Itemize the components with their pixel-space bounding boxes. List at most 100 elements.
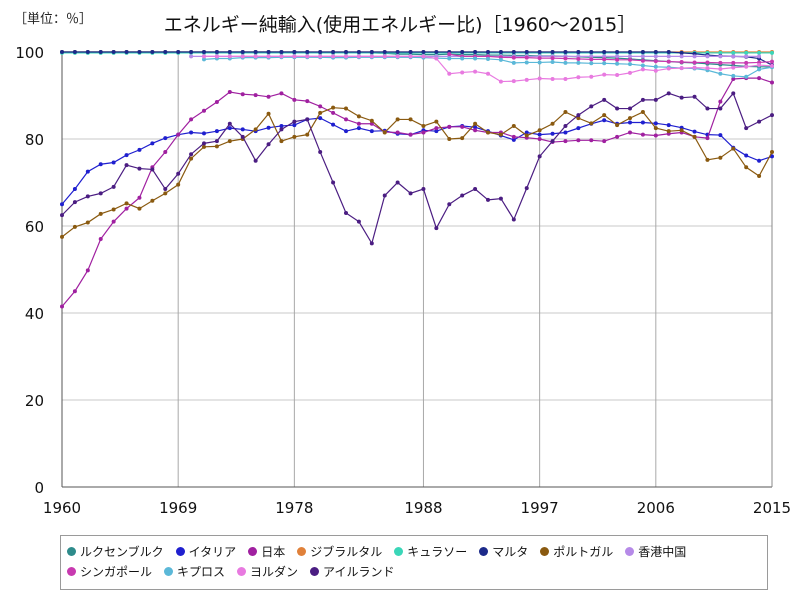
data-point [615,73,620,78]
data-point [757,67,762,72]
data-point [640,97,645,102]
data-point [176,171,181,176]
data-point [460,136,465,141]
data-point [214,100,219,105]
data-point [460,56,465,61]
data-point [602,50,607,54]
data-point [176,50,181,54]
data-point [189,156,194,161]
data-point [356,219,361,224]
data-point [692,65,697,70]
data-point [85,169,90,174]
data-point [589,50,594,54]
data-point [666,54,671,59]
legend-item: キュラソー [394,541,467,561]
data-point [240,92,245,97]
legend-label: マルタ [492,544,529,559]
data-point [692,129,697,134]
data-point [653,97,658,102]
data-point [524,130,529,135]
data-point [589,74,594,79]
data-point [408,132,413,137]
data-point [628,130,632,135]
data-point [757,63,762,68]
data-point [524,133,529,138]
data-point [202,50,206,54]
data-point [653,59,658,64]
data-point [344,106,348,111]
data-point [628,120,632,125]
data-point [731,65,736,70]
legend-swatch [175,546,185,556]
data-point [137,50,142,54]
data-point [227,121,232,126]
data-point [653,50,658,54]
data-point [640,120,645,125]
data-point [731,50,736,55]
data-point [692,60,697,65]
data-point [163,150,168,155]
data-point [718,60,723,65]
data-point [227,139,232,144]
legend-label: ヨルダン [250,564,299,579]
data-point [460,193,465,198]
data-point [214,144,219,149]
data-point [576,126,581,131]
data-point [124,153,129,158]
data-point [731,60,736,65]
data-point [318,50,323,54]
data-point [628,106,632,111]
data-point [98,237,103,242]
data-point [666,129,671,134]
data-point [744,165,749,170]
data-point [602,97,607,102]
data-point [511,60,516,65]
data-point [214,54,219,59]
data-point [486,56,490,61]
data-point [666,50,671,54]
data-point [705,54,710,59]
data-point [705,60,710,65]
data-point [253,127,258,132]
data-point [253,54,258,59]
data-point [111,207,116,212]
data-point [421,123,426,128]
data-point [718,54,723,59]
data-point [550,131,555,136]
legend-swatch [164,566,174,576]
data-point [486,130,490,135]
data-point [447,71,452,76]
data-point [253,50,258,54]
legend-item: イタリア [175,541,236,561]
data-point [757,158,762,163]
data-point [85,50,90,54]
data-point [770,63,774,68]
data-point [770,154,774,159]
data-point [318,116,323,121]
data-point [640,54,645,59]
data-point [770,50,774,55]
data-point [640,110,645,115]
data-point [511,55,516,60]
data-point [356,114,361,119]
data-point [718,99,723,104]
data-point [356,50,361,54]
data-point [537,56,542,61]
data-point [421,130,426,135]
data-point [718,106,723,111]
series-10 [202,54,774,84]
data-point [666,123,671,128]
data-point [227,126,232,131]
data-point [744,64,749,69]
data-point [98,50,103,54]
data-point [305,54,310,59]
data-point [563,123,568,128]
data-point [731,54,736,59]
data-point [214,129,219,134]
data-point [447,124,452,129]
data-point [163,50,168,54]
data-point [628,57,632,62]
data-point [537,132,542,137]
data-point [176,182,181,187]
x-tick-label: 1960 [43,499,81,517]
